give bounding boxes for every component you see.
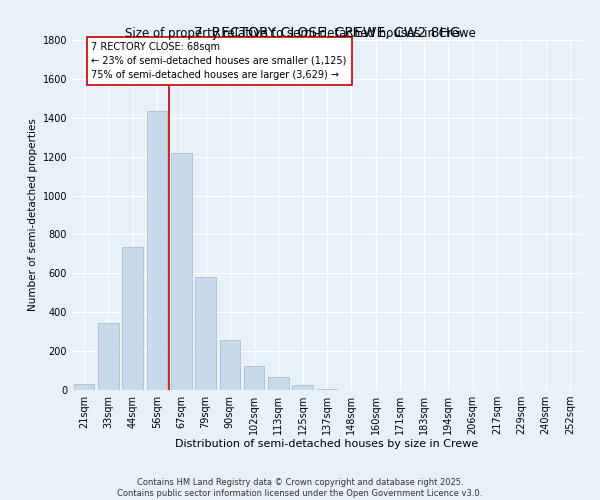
Bar xyxy=(220,340,240,390)
Bar xyxy=(195,277,216,390)
Bar xyxy=(317,389,337,390)
Bar xyxy=(122,247,143,390)
Bar xyxy=(74,384,94,390)
Bar xyxy=(244,366,265,390)
Bar xyxy=(98,323,119,390)
Text: Size of property relative to semi-detached houses in Crewe: Size of property relative to semi-detach… xyxy=(125,28,475,40)
Bar xyxy=(268,378,289,390)
Title: 7, RECTORY CLOSE, CREWE, CW2 8HG: 7, RECTORY CLOSE, CREWE, CW2 8HG xyxy=(194,26,460,40)
Bar xyxy=(146,111,167,390)
Y-axis label: Number of semi-detached properties: Number of semi-detached properties xyxy=(28,118,38,312)
X-axis label: Distribution of semi-detached houses by size in Crewe: Distribution of semi-detached houses by … xyxy=(175,438,479,448)
Text: Contains HM Land Registry data © Crown copyright and database right 2025.
Contai: Contains HM Land Registry data © Crown c… xyxy=(118,478,482,498)
Bar xyxy=(171,153,191,390)
Bar xyxy=(292,384,313,390)
Text: 7 RECTORY CLOSE: 68sqm
← 23% of semi-detached houses are smaller (1,125)
75% of : 7 RECTORY CLOSE: 68sqm ← 23% of semi-det… xyxy=(91,42,347,80)
